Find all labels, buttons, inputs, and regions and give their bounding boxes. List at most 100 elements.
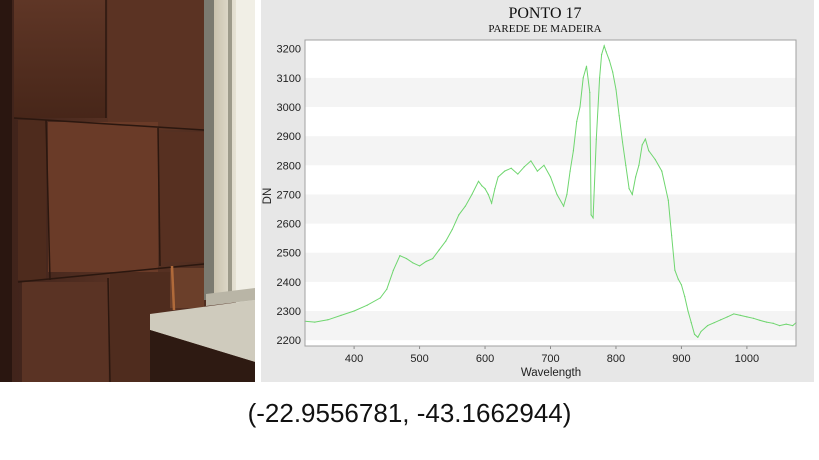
y-tick-label: 3100: [277, 73, 301, 85]
data-point: [327, 319, 329, 321]
y-tick-label: 2500: [277, 248, 301, 260]
data-point: [654, 158, 656, 161]
grid-band: [305, 136, 796, 166]
grid-band: [305, 252, 796, 282]
data-point: [484, 188, 486, 190]
data-point: [379, 297, 381, 299]
x-axis-label: Wavelength: [521, 367, 581, 379]
data-point: [739, 314, 741, 316]
data-point: [590, 214, 592, 216]
data-point: [425, 260, 427, 263]
data-point: [582, 77, 584, 79]
data-point: [674, 269, 676, 271]
data-point: [481, 185, 483, 187]
data-point: [671, 234, 673, 236]
data-point: [572, 150, 575, 152]
data-point: [603, 45, 605, 47]
data-point: [661, 170, 663, 172]
data-point: [765, 321, 768, 323]
data-point: [471, 193, 473, 196]
data-point: [700, 330, 702, 333]
x-tick-label: 700: [541, 353, 559, 365]
data-point: [523, 166, 525, 168]
data-point: [759, 319, 761, 321]
data-point: [510, 167, 512, 169]
y-axis-label: DN: [262, 188, 274, 205]
data-point: [638, 164, 640, 166]
data-point: [635, 176, 637, 178]
data-point: [644, 138, 647, 140]
data-point: [608, 59, 611, 62]
data-point: [595, 138, 597, 140]
data-point: [693, 333, 696, 335]
data-point: [458, 214, 460, 216]
data-point: [667, 199, 669, 201]
data-point: [600, 53, 603, 56]
data-point: [618, 115, 620, 117]
x-tick-label: 900: [672, 353, 690, 365]
y-tick-label: 2900: [277, 131, 301, 143]
data-point: [504, 170, 506, 172]
data-point: [641, 144, 643, 146]
plot-border: [304, 39, 797, 347]
x-tick-label: 800: [607, 353, 625, 365]
data-point: [579, 106, 581, 108]
data-point: [432, 257, 434, 260]
data-point: [494, 188, 496, 190]
data-point: [687, 310, 689, 312]
data-point: [779, 325, 781, 327]
y-tick-label: 2600: [277, 219, 301, 231]
data-point: [621, 141, 624, 143]
data-point: [497, 176, 499, 178]
y-tick-label: 2700: [277, 189, 301, 201]
y-tick-label: 3000: [277, 102, 301, 114]
data-point: [746, 316, 748, 318]
y-tick-label: 3200: [277, 44, 301, 56]
data-point: [340, 314, 342, 316]
data-point: [576, 121, 578, 123]
data-point: [648, 150, 650, 152]
data-point: [733, 313, 735, 315]
data-point: [792, 325, 794, 327]
data-point: [405, 257, 408, 260]
data-point: [353, 310, 355, 312]
data-point: [625, 164, 627, 166]
data-point: [612, 71, 614, 73]
data-point: [680, 284, 683, 286]
data-point: [556, 193, 558, 196]
spectrum-line: [304, 44, 797, 339]
data-point: [592, 217, 594, 219]
data-point: [438, 249, 440, 251]
data-point: [418, 265, 421, 267]
data-point: [445, 240, 447, 242]
data-point: [631, 193, 633, 196]
y-tick-label: 2800: [277, 160, 301, 172]
data-point: [549, 176, 552, 178]
grid-band: [305, 194, 796, 224]
data-point: [599, 77, 601, 79]
data-point: [543, 164, 545, 166]
data-point: [530, 160, 532, 162]
y-tick-label: 2300: [277, 306, 301, 318]
chart-subtitle: PAREDE DE MADEIRA: [488, 23, 601, 35]
x-tick-label: 1000: [735, 353, 759, 365]
data-point: [536, 170, 539, 172]
data-point: [569, 170, 571, 172]
x-tick-label: 600: [476, 353, 494, 365]
data-point: [477, 180, 480, 182]
spectrum-chart: PONTO 17 PAREDE DE MADEIRA 2200 2300 2400 2…: [261, 0, 814, 382]
data-point: [684, 295, 686, 298]
data-point: [785, 323, 787, 325]
data-point: [720, 319, 722, 321]
data-point: [451, 228, 453, 231]
y-tick-label: 2400: [277, 277, 301, 289]
data-point: [314, 321, 316, 323]
data-point: [707, 325, 709, 327]
data-point: [366, 304, 368, 306]
data-point: [562, 205, 565, 207]
data-point: [713, 322, 715, 324]
data-point: [487, 193, 489, 196]
data-point: [690, 322, 692, 324]
data-point: [517, 173, 519, 175]
data-point: [772, 322, 774, 324]
